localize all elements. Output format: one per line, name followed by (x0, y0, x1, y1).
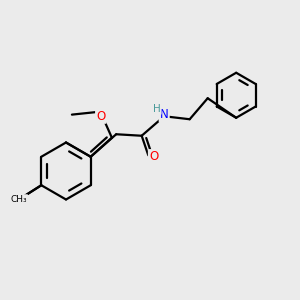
Text: N: N (160, 108, 169, 121)
Text: O: O (96, 110, 106, 123)
Text: CH₃: CH₃ (11, 195, 27, 204)
Text: H: H (153, 104, 160, 114)
Text: O: O (149, 150, 158, 163)
